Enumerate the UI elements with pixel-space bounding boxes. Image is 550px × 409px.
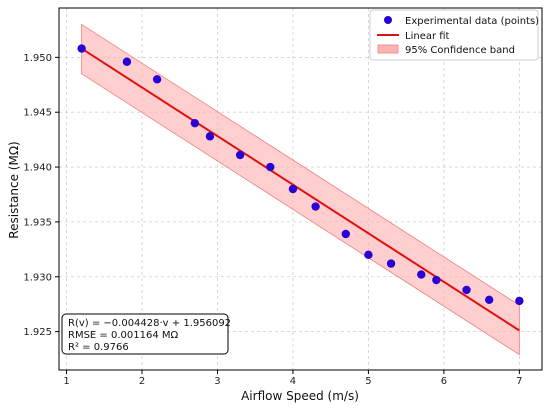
legend-label-points: Experimental data (points)	[405, 16, 539, 27]
stats-equation: R(v) = −0.004428·v + 1.956092	[68, 318, 231, 329]
legend-marker-band	[377, 44, 399, 54]
data-point	[205, 132, 215, 141]
data-point	[484, 295, 494, 304]
x-axis-ticks: 1 2 3 4 5 6 7	[63, 370, 523, 387]
x-tick-label: 1	[63, 376, 69, 387]
y-tick-label: 1.945	[23, 108, 52, 119]
data-point	[122, 57, 132, 66]
data-point	[386, 259, 396, 268]
legend-marker-points	[384, 16, 392, 24]
stats-r2: R² = 0.9766	[68, 342, 129, 353]
data-points	[77, 44, 524, 306]
y-axis-label: Resistance (MΩ)	[7, 141, 21, 238]
data-point	[266, 162, 275, 172]
y-tick-label: 1.940	[23, 163, 52, 174]
x-tick-label: 2	[139, 376, 145, 387]
x-tick-label: 3	[214, 376, 220, 387]
y-tick-label: 1.925	[23, 327, 52, 338]
data-point	[341, 229, 350, 239]
x-tick-label: 5	[365, 376, 371, 387]
data-point	[311, 202, 320, 211]
legend: Experimental data (points) Linear fit 95…	[369, 9, 539, 61]
data-point	[288, 184, 298, 194]
fit-line-group	[81, 47, 520, 332]
x-axis-label: Airflow Speed (m/s)	[241, 389, 359, 403]
data-point	[432, 275, 441, 285]
data-point	[515, 296, 524, 306]
x-tick-label: 7	[516, 376, 522, 387]
y-tick-label: 1.930	[23, 272, 52, 283]
data-point	[190, 118, 200, 128]
data-point	[417, 270, 426, 279]
linear-fit-line	[81, 47, 520, 332]
plot-frame	[58, 7, 543, 371]
data-point	[462, 285, 471, 295]
legend-label-band: 95% Confidence band	[405, 45, 515, 56]
data-point	[235, 150, 245, 160]
data-point	[77, 44, 86, 53]
stats-box	[61, 313, 229, 355]
data-point	[364, 250, 373, 260]
legend-label-fit: Linear fit	[405, 31, 450, 42]
legend-box	[369, 9, 539, 61]
stats-annotation: R(v) = −0.004428·v + 1.956092 RMSE = 0.0…	[61, 313, 231, 355]
data-point	[152, 75, 162, 84]
y-tick-label: 1.950	[23, 53, 52, 64]
x-tick-label: 6	[441, 376, 447, 387]
x-tick-label: 4	[290, 376, 296, 387]
stats-rmse: RMSE = 0.001164 MΩ	[68, 330, 179, 341]
y-axis-ticks: 1.925 1.930 1.935 1.940 1.945 1.950	[23, 53, 59, 338]
y-tick-label: 1.935	[23, 217, 52, 228]
